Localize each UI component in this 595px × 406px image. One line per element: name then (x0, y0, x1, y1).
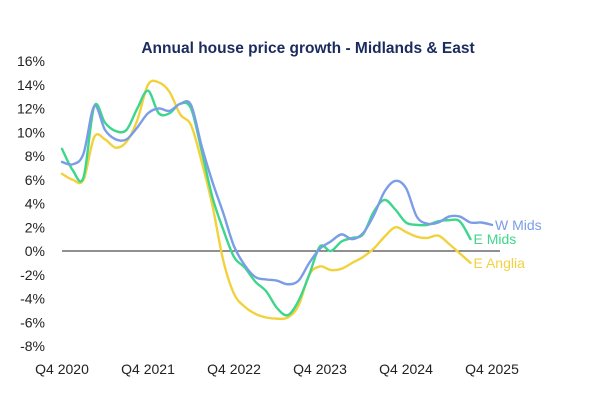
y-tick-label: 4% (25, 196, 45, 212)
y-tick-label: 6% (25, 172, 45, 188)
y-tick-label: 0% (25, 243, 45, 259)
x-axis-ticks: Q4 2020 Q4 2021 Q4 2022 Q4 2023 Q4 2024 Q4 20… (35, 361, 519, 377)
series-line-e-mids (60, 89, 472, 317)
y-tick-label: -8% (20, 338, 45, 354)
y-tick-label: 16% (17, 53, 45, 69)
series-label-e-anglia: E Anglia (474, 255, 526, 271)
series-lines (60, 79, 494, 321)
x-tick-label: Q4 2025 (465, 361, 519, 377)
y-tick-label: -2% (20, 267, 45, 283)
y-axis-ticks: 16% 14% 12% 10% 8% 6% 4% 2% 0% -2% -4% -6% -8% (17, 53, 45, 354)
y-tick-label: 10% (17, 124, 45, 140)
chart-title: Annual house price growth - Midlands & E… (141, 40, 474, 57)
x-tick-label: Q4 2022 (207, 361, 261, 377)
x-tick-label: Q4 2023 (293, 361, 347, 377)
y-tick-label: 14% (17, 77, 45, 93)
y-tick-label: -4% (20, 291, 45, 307)
series-line-w-mids (60, 99, 494, 286)
x-tick-label: Q4 2020 (35, 361, 89, 377)
series-line-e-anglia (60, 79, 472, 321)
x-tick-label: Q4 2024 (379, 361, 433, 377)
series-label-w-mids: W Mids (495, 217, 542, 233)
x-tick-label: Q4 2021 (121, 361, 175, 377)
y-tick-label: 8% (25, 148, 45, 164)
y-tick-label: -6% (20, 314, 45, 330)
y-tick-label: 2% (25, 219, 45, 235)
series-label-e-mids: E Mids (474, 231, 517, 247)
y-tick-label: 12% (17, 101, 45, 117)
